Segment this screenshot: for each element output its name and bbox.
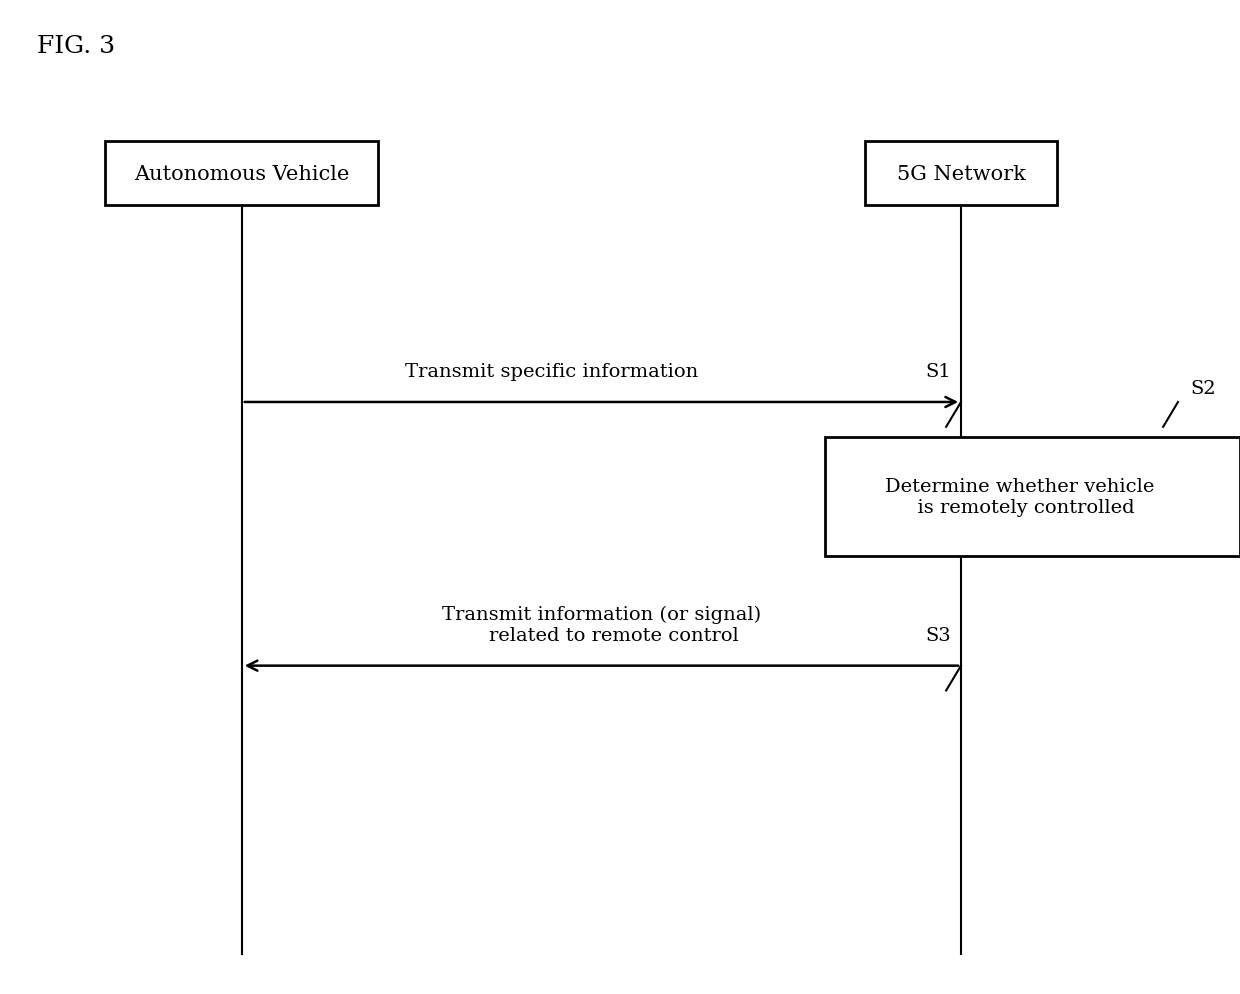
Text: 5G Network: 5G Network xyxy=(897,164,1025,184)
Bar xyxy=(105,142,378,207)
Text: Transmit specific information: Transmit specific information xyxy=(405,363,698,381)
Text: S1: S1 xyxy=(925,363,951,381)
Bar xyxy=(825,437,1240,557)
Text: Autonomous Vehicle: Autonomous Vehicle xyxy=(134,164,350,184)
Text: S3: S3 xyxy=(925,626,951,644)
Text: Transmit information (or signal)
    related to remote control: Transmit information (or signal) related… xyxy=(441,605,761,644)
Text: FIG. 3: FIG. 3 xyxy=(37,35,115,58)
Text: Determine whether vehicle
  is remotely controlled: Determine whether vehicle is remotely co… xyxy=(885,478,1154,516)
Text: S2: S2 xyxy=(1190,380,1216,398)
Bar xyxy=(866,142,1056,207)
